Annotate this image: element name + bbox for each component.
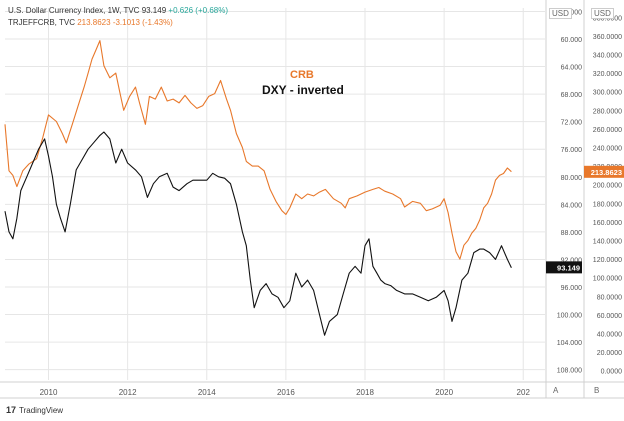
x-tick-label: 2016 xyxy=(277,388,295,397)
annotation-crb: CRB xyxy=(290,69,314,81)
left-scale-unit[interactable]: USD xyxy=(549,8,572,19)
dxy-tick-label: 68.000 xyxy=(561,92,583,99)
crb-tick-label: 80.0000 xyxy=(597,294,622,301)
dxy-tick-label: 64.000 xyxy=(561,65,583,72)
dxy-tick-label: 104.000 xyxy=(557,340,582,347)
crb-tick-label: 140.0000 xyxy=(593,239,622,246)
tradingview-branding[interactable]: 17 TradingView xyxy=(6,405,63,415)
x-tick-label: 2010 xyxy=(40,388,58,397)
legend-crb[interactable]: TRJEFFCRB, TVC 213.8623 -3.1013 (-1.43%) xyxy=(8,18,173,27)
x-tick-label: 2014 xyxy=(198,388,216,397)
crb-tick-label: 200.0000 xyxy=(593,183,622,190)
crb-last-value-label: 213.8623 xyxy=(591,168,622,177)
crb-tick-label: 120.0000 xyxy=(593,257,622,264)
dxy-tick-label: 72.000 xyxy=(561,120,583,127)
crb-tick-label: 300.0000 xyxy=(593,90,622,97)
x-tick-label: 2020 xyxy=(435,388,453,397)
crb-tick-label: 40.0000 xyxy=(597,332,622,339)
grid-lines xyxy=(5,8,545,380)
crb-last-value-badge xyxy=(584,165,624,178)
x-axis-ticks: 2010 2012 2014 2016 2018 2020 202 xyxy=(40,388,531,397)
dxy-tick-label: 96.000 xyxy=(561,285,583,292)
dxy-tick-label: 84.000 xyxy=(561,202,583,209)
right-scale-unit[interactable]: USD xyxy=(591,8,614,19)
crb-tick-label: 280.0000 xyxy=(593,108,622,115)
crb-tick-label: 20.0000 xyxy=(597,350,622,357)
crb-tick-label: 160.0000 xyxy=(593,220,622,227)
dxy-axis-ticks: 56.00060.00064.00068.00072.00076.00080.0… xyxy=(557,9,582,374)
legend-crb-change: -3.1013 (-1.43%) xyxy=(112,18,173,27)
dxy-tick-label: 76.000 xyxy=(561,147,583,154)
crb-tick-label: 60.0000 xyxy=(597,313,622,320)
crb-tick-label: 320.0000 xyxy=(593,71,622,78)
crb-tick-label: 0.0000 xyxy=(601,369,623,376)
crb-tick-label: 260.0000 xyxy=(593,127,622,134)
crb-tick-label: 100.0000 xyxy=(593,276,622,283)
x-tick-label: 2018 xyxy=(356,388,374,397)
x-tick-label: 202 xyxy=(517,388,531,397)
dxy-series-line xyxy=(4,131,512,336)
dxy-series-group xyxy=(4,131,512,336)
crb-series-group xyxy=(4,40,512,260)
crb-tick-label: 340.0000 xyxy=(593,53,622,60)
dxy-last-value-badge xyxy=(546,261,582,274)
dxy-tick-label: 108.000 xyxy=(557,368,582,375)
crb-tick-label: 240.0000 xyxy=(593,146,622,153)
legend-dxy[interactable]: U.S. Dollar Currency Index, 1W, TVC 93.1… xyxy=(8,6,228,15)
legend-crb-symbol: TRJEFFCRB, TVC xyxy=(8,18,75,27)
legend-dxy-symbol: U.S. Dollar Currency Index, 1W, TVC xyxy=(8,6,140,15)
tradingview-logo-icon: 17 xyxy=(6,405,17,415)
dxy-last-value-label: 93.149 xyxy=(557,263,580,272)
last-value-badges: 93.149 213.8623 xyxy=(546,165,624,274)
x-tick-label: 2012 xyxy=(119,388,137,397)
scale-button-a[interactable]: A xyxy=(553,386,559,395)
tradingview-label: TradingView xyxy=(19,405,64,415)
dxy-tick-label: 80.000 xyxy=(561,175,583,182)
crb-series-line xyxy=(4,40,512,260)
dxy-tick-label: 92.000 xyxy=(561,257,583,264)
crb-tick-label: 360.0000 xyxy=(593,34,622,41)
axis-separators xyxy=(0,0,624,399)
annotation-dxy-inverted: DXY - inverted xyxy=(262,83,344,97)
legend-crb-value: 213.8623 xyxy=(77,18,111,27)
scale-button-b[interactable]: B xyxy=(594,386,600,395)
legend-dxy-value: 93.149 xyxy=(141,6,167,15)
dxy-tick-label: 60.000 xyxy=(561,37,583,44)
crb-tick-label: 180.0000 xyxy=(593,201,622,208)
dxy-tick-label: 100.000 xyxy=(557,313,582,320)
legend-dxy-change: +0.626 (+0.68%) xyxy=(168,6,228,15)
dxy-tick-label: 88.000 xyxy=(561,230,583,237)
crb-axis-ticks: 380.0000360.0000340.0000320.0000300.0000… xyxy=(593,15,622,375)
